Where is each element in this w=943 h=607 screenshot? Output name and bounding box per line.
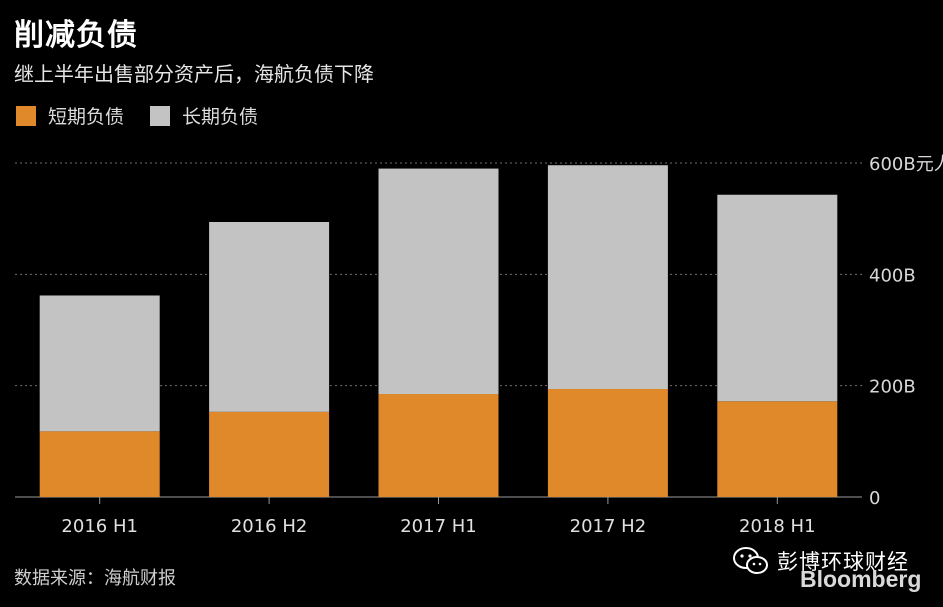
bar-segment-long (717, 194, 838, 402)
bar-segment-long (39, 295, 160, 432)
y-tick-label: 400B (869, 265, 916, 286)
legend-swatch-long (150, 105, 171, 126)
bar-segment-short (39, 431, 160, 497)
bar-segment-long (209, 222, 330, 412)
bar-segment-short (717, 401, 838, 497)
x-tick-label: 2018 H1 (739, 516, 816, 537)
y-tick-label: 0 (869, 488, 880, 509)
legend-item-long: 长期负债 (150, 102, 258, 129)
bloomberg-logo: Bloomberg (800, 566, 922, 592)
watermark-text: 彭博环球财经 (777, 550, 909, 574)
bar-segment-short (209, 411, 330, 497)
legend-label-long: 长期负债 (182, 106, 259, 128)
bar-segment-short (547, 389, 668, 497)
legend-label-short: 短期负债 (48, 106, 125, 128)
x-tick-label: 2017 H2 (570, 516, 647, 537)
bar-segment-long (378, 168, 499, 395)
x-tick-label: 2017 H1 (400, 516, 477, 537)
legend: 短期负债 长期负债 (16, 102, 284, 129)
x-tick-label: 2016 H2 (231, 516, 308, 537)
legend-item-short: 短期负债 (16, 102, 124, 129)
source-note: 数据来源：海航财报 (14, 568, 176, 589)
bar-segment-long (547, 165, 668, 390)
wechat-icon (733, 547, 768, 574)
legend-swatch-short (16, 105, 36, 126)
y-tick-label: 200B (869, 377, 916, 398)
y-tick-label: 600B元人民币 (869, 154, 943, 175)
bar-segment-short (378, 394, 499, 497)
x-tick-label: 2016 H1 (61, 516, 138, 537)
chart-subtitle: 继上半年出售部分资产后，海航负债下降 (14, 62, 374, 86)
watermark: 彭博环球财经 (733, 546, 909, 576)
chart-title: 削减负债 (14, 18, 138, 53)
